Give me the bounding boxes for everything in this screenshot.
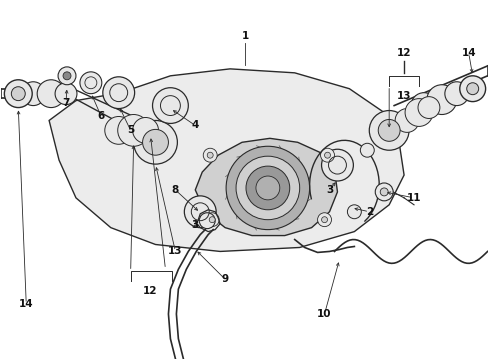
Circle shape <box>142 129 168 155</box>
Polygon shape <box>49 69 403 251</box>
Circle shape <box>245 166 289 210</box>
Circle shape <box>11 87 25 100</box>
Text: 6: 6 <box>97 111 104 121</box>
Circle shape <box>199 213 215 229</box>
Circle shape <box>209 217 215 223</box>
Circle shape <box>404 99 432 126</box>
Circle shape <box>321 217 327 223</box>
Circle shape <box>466 83 478 95</box>
Circle shape <box>207 152 213 158</box>
Circle shape <box>320 148 334 162</box>
Circle shape <box>37 80 65 108</box>
Text: 5: 5 <box>127 125 134 135</box>
Text: 2: 2 <box>365 207 372 217</box>
Text: 7: 7 <box>62 98 70 108</box>
Circle shape <box>324 152 330 158</box>
Text: 3: 3 <box>191 220 199 230</box>
Circle shape <box>80 72 102 94</box>
Circle shape <box>4 80 32 108</box>
Circle shape <box>360 143 373 157</box>
Circle shape <box>236 156 299 220</box>
Circle shape <box>374 183 392 201</box>
Circle shape <box>317 213 331 227</box>
Circle shape <box>21 82 45 105</box>
Circle shape <box>459 76 485 102</box>
Text: 13: 13 <box>168 247 183 256</box>
Circle shape <box>255 176 279 200</box>
Circle shape <box>58 67 76 85</box>
Text: 8: 8 <box>171 185 179 195</box>
Circle shape <box>377 120 399 141</box>
Circle shape <box>410 93 436 118</box>
Circle shape <box>104 117 132 144</box>
Circle shape <box>55 83 77 105</box>
Circle shape <box>118 114 149 146</box>
Text: 10: 10 <box>317 309 331 319</box>
Circle shape <box>205 213 219 227</box>
Text: 14: 14 <box>19 299 34 309</box>
Circle shape <box>417 96 439 118</box>
Circle shape <box>63 72 71 80</box>
Circle shape <box>321 149 353 181</box>
Circle shape <box>102 77 134 109</box>
Circle shape <box>426 85 456 114</box>
Circle shape <box>225 146 309 230</box>
Text: 11: 11 <box>406 193 421 203</box>
Circle shape <box>444 82 468 105</box>
Circle shape <box>394 109 418 132</box>
Text: 4: 4 <box>191 121 199 130</box>
Circle shape <box>133 121 177 164</box>
Text: 3: 3 <box>325 185 332 195</box>
Circle shape <box>132 117 158 143</box>
Circle shape <box>203 148 217 162</box>
Text: 9: 9 <box>221 274 228 284</box>
Circle shape <box>380 188 387 196</box>
Text: 1: 1 <box>241 31 248 41</box>
Circle shape <box>184 196 216 228</box>
Text: 13: 13 <box>396 91 410 101</box>
Circle shape <box>152 88 188 123</box>
Circle shape <box>368 111 408 150</box>
Text: 12: 12 <box>396 48 410 58</box>
Text: 14: 14 <box>461 48 475 58</box>
Polygon shape <box>195 138 337 235</box>
Circle shape <box>346 205 361 219</box>
Text: 12: 12 <box>143 286 158 296</box>
